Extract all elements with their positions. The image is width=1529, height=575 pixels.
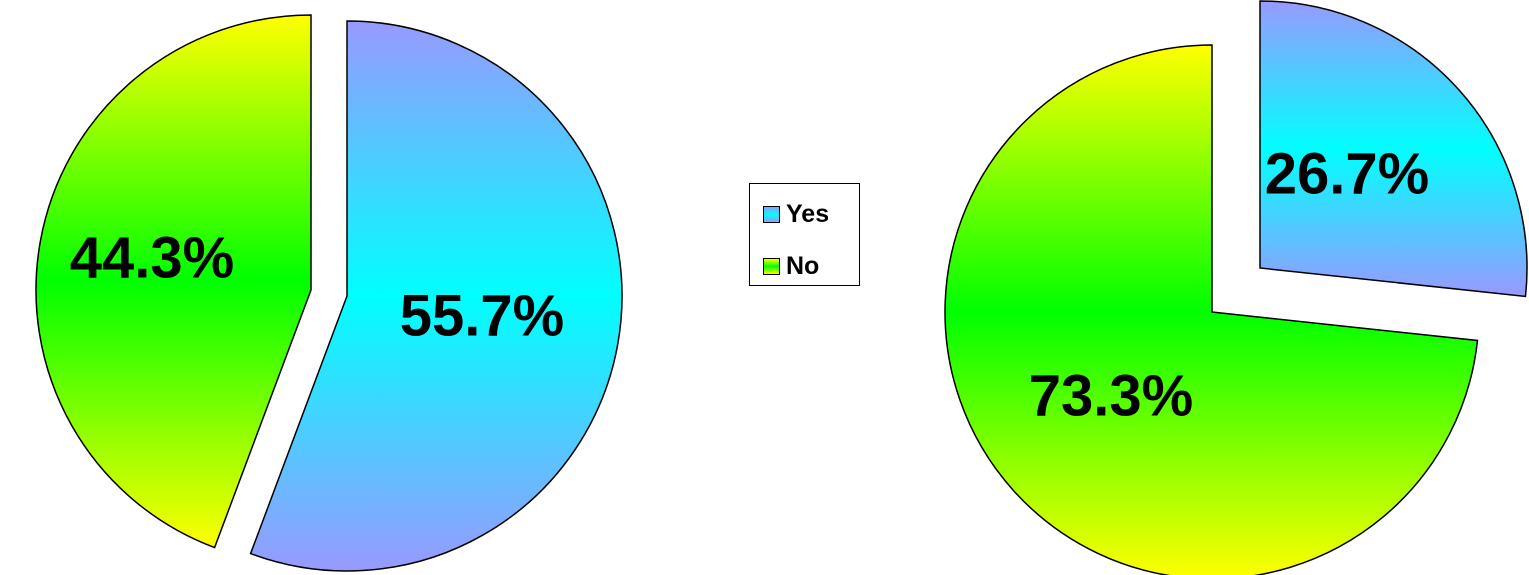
pie-2-slice-yes — [1259, 0, 1528, 298]
pie-1-slice-no — [35, 14, 312, 549]
pie-1-label-no: 44.3% — [70, 225, 234, 290]
legend-swatch-yes — [763, 206, 780, 223]
pie-2-slice-no — [944, 44, 1479, 575]
legend-label-yes: Yes — [786, 200, 830, 228]
pie-1-slice-yes — [249, 20, 623, 572]
legend-item-no: No — [763, 254, 819, 279]
legend-item-yes: Yes — [763, 202, 829, 227]
pie-2-label-yes: 26.7% — [1265, 141, 1429, 206]
legend-label-no: No — [786, 252, 820, 280]
pie-1-label-yes: 55.7% — [400, 283, 564, 348]
pie-chart-1: 55.7% 44.3% — [35, 14, 623, 572]
legend: Yes No — [749, 183, 860, 286]
pie-2-label-no: 73.3% — [1029, 363, 1193, 428]
pie-chart-2: 26.7% 73.3% — [944, 0, 1528, 575]
legend-swatch-no — [763, 258, 780, 275]
